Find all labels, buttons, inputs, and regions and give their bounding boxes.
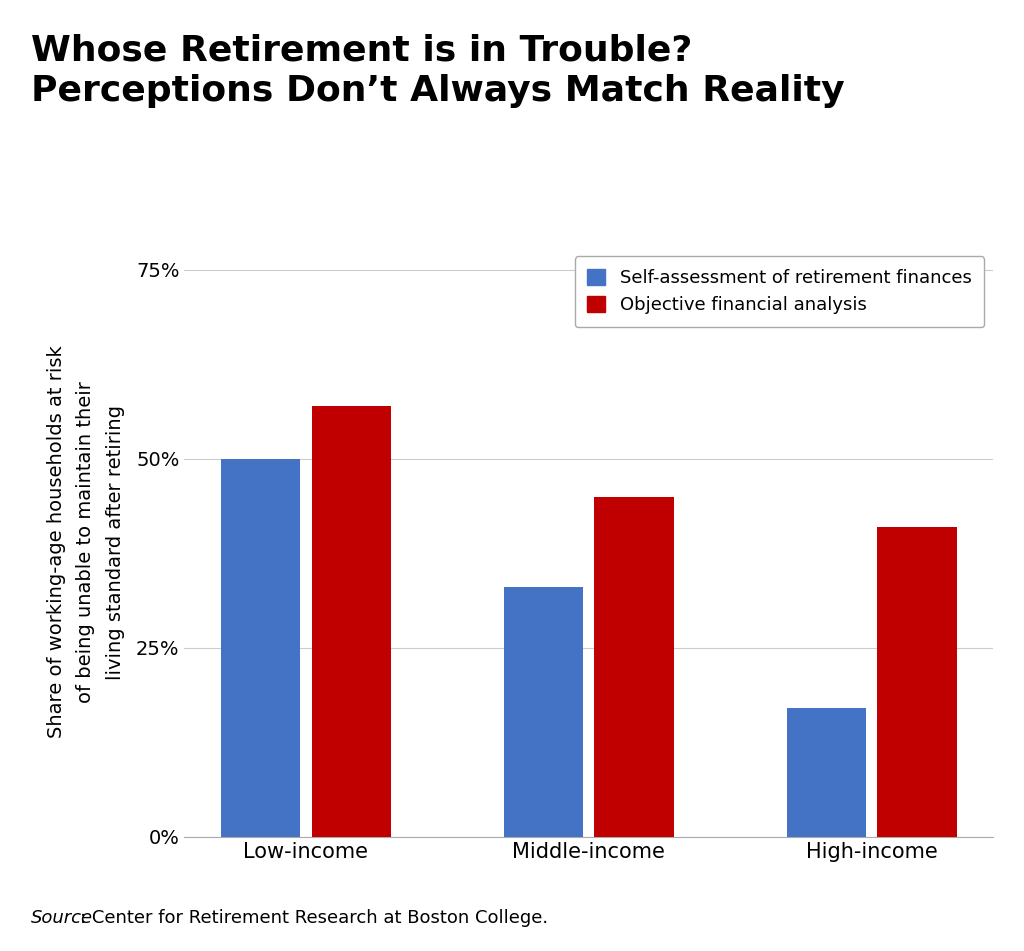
Text: : Center for Retirement Research at Boston College.: : Center for Retirement Research at Bost… — [80, 909, 548, 927]
Bar — [878, 527, 956, 837]
Bar — [786, 708, 866, 837]
Legend: Self-assessment of retirement finances, Objective financial analysis: Self-assessment of retirement finances, … — [574, 256, 984, 327]
Text: Whose Retirement is in Trouble?
Perceptions Don’t Always Match Reality: Whose Retirement is in Trouble? Percepti… — [31, 33, 845, 108]
Y-axis label: Share of working-age households at risk
of being unable to maintain their
living: Share of working-age households at risk … — [47, 346, 125, 738]
Bar — [221, 459, 300, 837]
Bar — [504, 588, 583, 837]
Bar — [595, 496, 674, 837]
Text: Source: Source — [31, 909, 93, 927]
Bar — [311, 406, 391, 837]
